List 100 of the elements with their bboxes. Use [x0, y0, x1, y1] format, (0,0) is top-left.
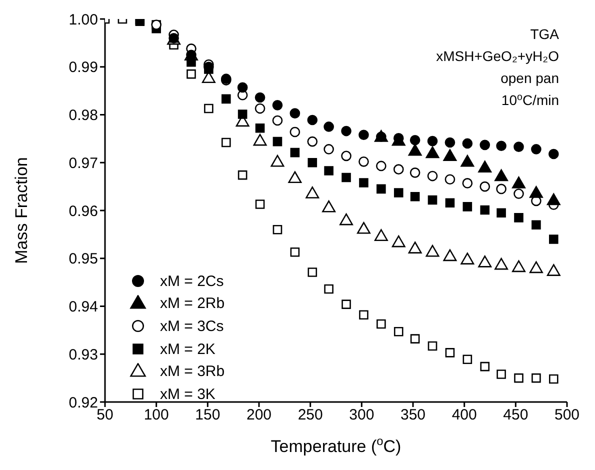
point: [290, 248, 300, 257]
point: [428, 195, 438, 205]
point: [308, 268, 318, 277]
y-tick-label: 0.97: [68, 154, 98, 172]
point: [290, 148, 300, 158]
y-tick-label: 0.98: [68, 107, 98, 124]
point: [290, 126, 300, 138]
point: [444, 174, 456, 185]
point: [462, 354, 472, 364]
point: [221, 138, 231, 148]
point: [496, 208, 506, 218]
point: [376, 160, 386, 172]
point: [480, 362, 490, 372]
legend-label: xM = 2Rb: [160, 295, 225, 312]
point: [324, 122, 334, 132]
point: [394, 326, 404, 336]
point: [255, 124, 265, 133]
point: [290, 108, 300, 118]
legend-label: xM = 2Cs: [160, 272, 224, 290]
point: [204, 104, 214, 114]
point: [496, 140, 506, 152]
point: [532, 373, 541, 383]
point: [186, 69, 196, 79]
y-tick-label: 0.95: [68, 250, 98, 268]
annotation: xMSH+GeO₂+yH₂O: [436, 48, 560, 64]
x-tick-label: 150: [195, 406, 220, 424]
point: [272, 225, 282, 234]
point: [480, 181, 490, 192]
x-tick-label: 500: [554, 406, 580, 424]
point: [238, 110, 248, 119]
point: [410, 168, 420, 178]
legend-label: xM = 2K: [160, 340, 216, 358]
point: [394, 188, 404, 198]
point: [272, 100, 283, 110]
annotation: TGA: [530, 26, 560, 42]
point: [514, 188, 524, 199]
point: [272, 115, 283, 126]
x-tick-label: 250: [298, 406, 323, 424]
point: [445, 348, 455, 358]
point: [480, 140, 490, 150]
y-tick-label: 0.93: [68, 346, 98, 364]
x-tick-label: 50: [96, 406, 114, 424]
point: [308, 158, 318, 168]
point: [341, 150, 352, 162]
point: [376, 319, 386, 329]
point: [514, 213, 524, 222]
legend-label: xM = 3Rb: [160, 363, 225, 380]
x-tick-label: 200: [246, 406, 272, 424]
point: [549, 234, 558, 244]
point: [307, 114, 318, 126]
y-tick-label: 0.96: [68, 202, 98, 220]
point: [341, 126, 352, 136]
x-axis-title: Temperature ($^{o}$C): [270, 434, 402, 456]
point: [410, 192, 420, 202]
point: [359, 178, 368, 188]
point: [221, 94, 231, 104]
point: [445, 198, 455, 208]
point: [358, 130, 369, 140]
x-tick-label: 350: [400, 406, 426, 424]
point: [427, 136, 438, 146]
point: [480, 205, 490, 215]
point: [548, 148, 559, 160]
y-tick-label: 0.99: [68, 59, 98, 76]
point: [514, 373, 524, 383]
point: [549, 374, 558, 384]
legend-label: xM = 3K: [160, 386, 216, 403]
point: [342, 172, 351, 182]
point: [462, 202, 472, 212]
point: [514, 142, 524, 152]
point: [532, 220, 541, 230]
x-tick-label: 300: [349, 406, 374, 424]
point: [255, 200, 265, 209]
point: [444, 137, 456, 148]
y-tick-label: 1.00: [68, 11, 98, 28]
point: [496, 370, 506, 379]
point: [393, 164, 404, 174]
x-tick-label: 450: [503, 406, 528, 424]
point: [462, 138, 473, 149]
point: [272, 136, 282, 146]
y-tick-label: 0.92: [68, 394, 98, 412]
annotation: 10$^{o}$C/min: [501, 92, 559, 108]
point: [410, 334, 420, 344]
legend-label: xM = 3Cs: [160, 318, 224, 335]
point: [410, 134, 420, 146]
point: [358, 156, 369, 167]
annotation: open pan: [500, 70, 559, 86]
y-axis-title: Mass Fraction: [12, 157, 32, 264]
point: [428, 341, 438, 351]
x-tick-label: 400: [452, 406, 477, 424]
y-tick-label: 0.94: [68, 298, 98, 316]
point: [342, 300, 351, 309]
point: [376, 184, 386, 194]
point: [307, 136, 318, 147]
point: [359, 310, 368, 320]
x-tick-label: 100: [144, 406, 169, 424]
point: [254, 92, 266, 103]
point: [427, 170, 438, 182]
point: [238, 170, 248, 180]
point: [462, 178, 473, 188]
point: [237, 82, 248, 93]
